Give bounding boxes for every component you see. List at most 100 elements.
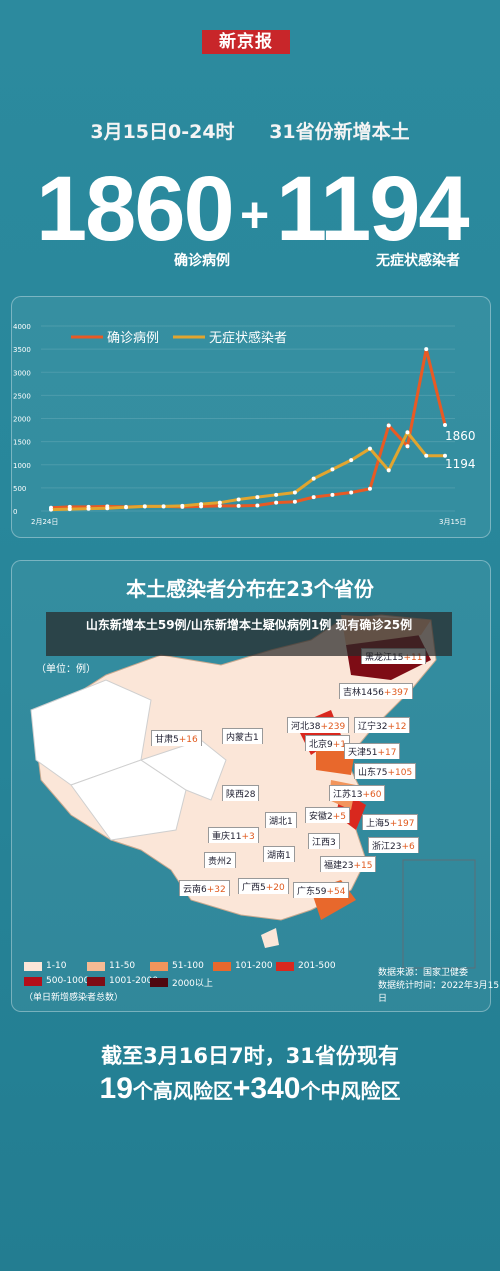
province-label: 重庆11+3	[208, 827, 259, 843]
province-base: 江西3	[312, 838, 336, 848]
province-increase: +239	[320, 722, 346, 732]
data-point	[274, 500, 279, 505]
province-increase: +3	[241, 832, 255, 842]
province-increase: +17	[377, 748, 397, 758]
data-point	[67, 507, 72, 512]
province-increase: +60	[362, 790, 382, 800]
data-point	[405, 430, 410, 435]
data-point	[161, 504, 166, 509]
data-point	[105, 506, 110, 511]
province-label: 广东59+54	[293, 882, 350, 898]
data-point	[217, 500, 222, 505]
legend-item: 201-500	[276, 961, 336, 971]
province-label: 广西5+20	[238, 878, 289, 894]
data-point	[199, 502, 204, 507]
data-point	[424, 347, 429, 352]
headline: 3月15日0-24时 31省份新增本土	[0, 117, 500, 144]
data-point	[49, 507, 53, 512]
legend-asymptomatic: 无症状感染者	[209, 330, 287, 346]
map-title: 本土感染者分布在23个省份	[126, 577, 374, 601]
province-base: 重庆11	[212, 832, 242, 842]
data-point	[349, 458, 354, 463]
data-point	[236, 503, 241, 508]
data-point	[443, 453, 447, 458]
legend-item: 500-1000	[24, 976, 89, 986]
province-increase: +6	[401, 842, 415, 852]
y-tick-label: 2000	[13, 416, 31, 424]
province-base: 天津51	[348, 748, 378, 758]
logo: 新京报	[202, 30, 290, 54]
province-base: 辽宁32	[358, 722, 388, 732]
province-base: 安徽2	[309, 812, 333, 822]
legend-label: 11-50	[109, 961, 136, 971]
risk-plus: +	[232, 1072, 251, 1105]
y-tick-label: 2500	[13, 392, 31, 400]
province-increase: +197	[389, 819, 415, 829]
stat-time-text: 数据统计时间：2022年3月15日	[378, 981, 500, 1004]
end-label-asymptomatic: 1194	[445, 457, 476, 471]
data-point	[274, 492, 279, 497]
x-start-label: 2月24日	[31, 518, 58, 526]
province-label: 上海5+197	[362, 814, 419, 830]
plus-sign: +	[240, 187, 270, 243]
data-point	[311, 476, 316, 481]
province-label: 江西3	[308, 833, 340, 849]
data-point	[386, 423, 391, 428]
province-increase: +16	[178, 735, 198, 745]
province-label: 北京9+1	[305, 735, 351, 751]
legend-note: （单日新增感染者总数）	[24, 993, 124, 1003]
data-point	[311, 495, 316, 500]
data-point	[86, 506, 91, 511]
province-base: 广西5	[242, 883, 266, 893]
data-point	[424, 453, 429, 458]
province-base: 黑龙江15	[365, 653, 404, 663]
province-label: 山东75+105	[354, 763, 417, 779]
south-china-sea-inset	[402, 859, 476, 969]
legend-item: 11-50	[87, 961, 135, 971]
data-point	[349, 490, 354, 495]
province-increase: +1	[332, 740, 347, 750]
y-tick-label: 1000	[13, 462, 31, 470]
province-label: 湖南1	[263, 846, 295, 862]
data-point	[443, 422, 447, 427]
province-base: 河北38	[291, 722, 321, 732]
legend-item: 51-100	[150, 961, 204, 971]
province-increase: +105	[387, 768, 413, 778]
province-increase: +12	[387, 722, 407, 732]
province-label: 安徽2+5	[305, 807, 351, 823]
map-unit: （单位：例）	[36, 664, 96, 675]
confirmed-number: 1860	[36, 158, 235, 260]
legend-label: 1001-2000	[109, 976, 159, 986]
legend-label: 51-100	[172, 961, 204, 971]
mid-risk-count: 340	[250, 1072, 301, 1105]
province-base: 贵州2	[208, 857, 232, 867]
asymptomatic-label: 无症状感染者	[376, 253, 460, 269]
legend-label: 201-500	[298, 961, 336, 971]
province-label: 浙江23+6	[368, 837, 419, 853]
news-overlay: 山东新增本土59例/山东新增本土疑似病例1例 现有确诊25例	[46, 612, 452, 656]
legend-label: 101-200	[235, 961, 273, 971]
china-map: 黑龙江15+11吉林1456+397辽宁32+12河北38+239北京9+1天津…	[30, 614, 476, 969]
province-label: 甘肃5+16	[151, 730, 202, 746]
province-label: 陕西28	[222, 785, 260, 801]
high-risk-count: 19	[99, 1072, 133, 1105]
data-point	[330, 467, 335, 472]
province-increase: +54	[326, 887, 346, 897]
province-label: 内蒙古1	[222, 728, 263, 744]
legend-swatch	[150, 961, 168, 971]
province-label: 吉林1456+397	[339, 683, 413, 699]
data-point	[367, 446, 372, 451]
province-base: 福建23	[324, 861, 354, 871]
confirmed-label: 确诊病例	[174, 253, 230, 269]
region-tibet	[70, 759, 187, 841]
province-label: 福建23+15	[320, 856, 377, 872]
province-base: 北京9	[309, 740, 333, 750]
risk-headline: 截至3月16日7时，31省份现有	[101, 1044, 399, 1068]
trend-chart: 4000 3500 3000 2500 2000 1500 1000 500 0 确诊病例 无症…	[13, 323, 476, 526]
province-label: 湖北1	[265, 812, 297, 828]
y-tick-label: 4000	[13, 323, 31, 331]
province-base: 内蒙古1	[226, 733, 259, 743]
province-label: 河北38+239	[287, 717, 350, 733]
data-point	[292, 499, 297, 504]
data-point	[367, 486, 372, 491]
